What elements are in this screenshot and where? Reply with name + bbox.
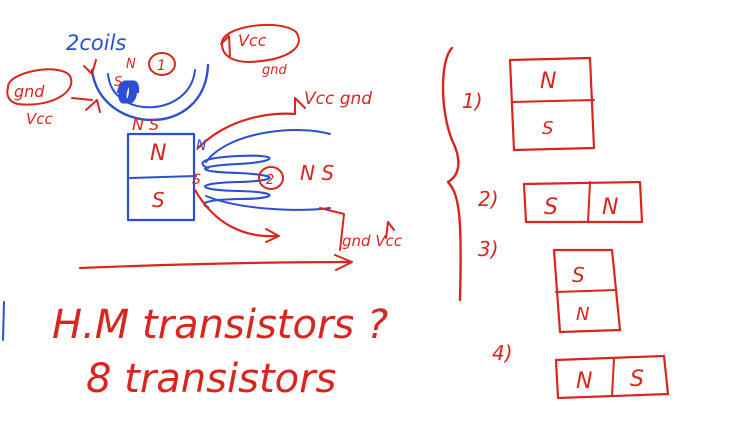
list-bracket: [441, 46, 462, 302]
gnd-lead-line: [319, 207, 345, 251]
coil-1-number: 1: [157, 58, 166, 74]
arrow-down-icon: [83, 59, 97, 75]
position-3-pole-b: N: [576, 304, 589, 325]
position-3-divider: [555, 289, 617, 293]
baseline-stroke: [78, 260, 352, 270]
position-1-magnet: [508, 56, 596, 152]
position-3-number: 3): [478, 237, 499, 261]
magnet-divider: [129, 175, 197, 179]
notes-line-2: 8 transistors: [86, 356, 336, 402]
coil-1-bottom-poles: N S: [132, 115, 159, 134]
magnet-bottom-pole: S: [152, 188, 165, 212]
position-4-divider: [611, 357, 615, 397]
arrow-up-icon: [220, 35, 231, 57]
coil-1-number-circle: [148, 52, 176, 76]
magnet-top-pole: N: [150, 141, 166, 166]
position-1-divider: [511, 99, 595, 103]
edge-stroke: [2, 301, 5, 341]
coil-1-right-gnd: gnd: [262, 63, 287, 78]
coil-1-right-vcc: Vcc: [238, 31, 267, 50]
coil-1-pole-n: N: [126, 57, 136, 72]
position-2-pole-a: S: [544, 195, 558, 220]
coil-2-top-wire: [205, 129, 331, 163]
coil-2-number: 2: [266, 173, 274, 188]
coil-2-windings: [201, 154, 271, 209]
coil-1: [90, 63, 210, 122]
arrow-right-icon: [334, 254, 353, 271]
coil-1-left-vcc: Vcc: [26, 110, 54, 128]
coil-1-windings: [116, 80, 140, 104]
position-2-number: 2): [478, 187, 499, 211]
arrow-right-icon: [265, 228, 280, 243]
position-2-divider: [587, 181, 591, 223]
position-3-box: [552, 248, 622, 334]
position-2-box: [522, 180, 644, 224]
coil-1-pole-s: S: [114, 75, 122, 90]
coil-1-left-gnd: gnd: [14, 82, 45, 101]
vcc-tag-circle-right: [220, 23, 300, 63]
position-3-magnet: [552, 248, 622, 334]
coil-2-poles: N S: [300, 161, 334, 185]
coil-1-inner-wire: [107, 69, 196, 109]
coil-2-bottom-labels: gnd Vcc: [342, 232, 403, 250]
position-3-pole-a: S: [572, 263, 585, 287]
position-4-magnet: [554, 354, 670, 400]
position-2-pole-b: N: [602, 195, 618, 220]
position-1-box: [508, 56, 596, 152]
arrow-up-icon: [385, 221, 395, 239]
position-2-magnet: [522, 180, 644, 224]
coil-group-label: 2coils: [66, 31, 126, 55]
gnd-tag-circle-left: [6, 68, 73, 106]
arrow-up-icon: [294, 97, 306, 115]
position-4-pole-b: S: [630, 367, 644, 392]
coil-2-top-labels: Vcc gnd: [304, 89, 372, 109]
flux-line-top: [196, 112, 297, 150]
position-1-pole-a: N: [540, 69, 556, 94]
position-4-pole-a: N: [576, 369, 592, 394]
magnet-side-s: S: [192, 172, 201, 188]
coil-1-outer-wire: [90, 63, 210, 122]
coil-2-number-circle: [258, 166, 284, 190]
coil-2: [201, 129, 331, 211]
arrow-up-icon: [85, 99, 101, 113]
arrow-line: [71, 97, 93, 101]
notes-line-1: H.M transistors ?: [52, 302, 388, 348]
position-4-number: 4): [492, 341, 513, 365]
coil-2-bottom-wire: [205, 195, 331, 211]
position-4-box: [554, 354, 670, 400]
rotor-magnet: [126, 132, 197, 222]
flux-line-bottom: [193, 188, 280, 238]
position-1-pole-b: S: [542, 118, 553, 139]
position-1-number: 1): [462, 89, 483, 113]
magnet-side-n: N: [196, 138, 207, 154]
